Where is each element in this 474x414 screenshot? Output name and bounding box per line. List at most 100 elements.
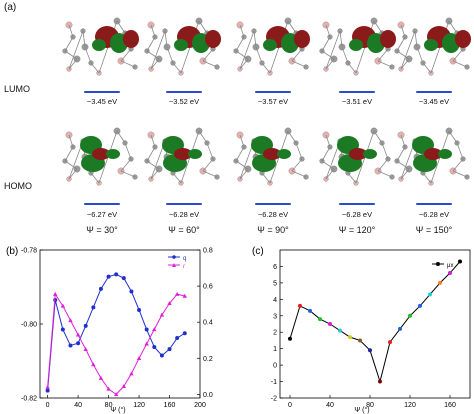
data-point-mux (298, 303, 302, 308)
lobe-negative (363, 149, 377, 159)
bond (202, 60, 218, 68)
homo-level-line (166, 203, 202, 205)
data-point-q (45, 388, 50, 393)
data-point-mux (368, 348, 372, 353)
chart-c-series (288, 259, 462, 384)
x-tick-label: 200 (194, 402, 206, 409)
psi-angle-label: Ψ = 60° (168, 225, 200, 235)
data-point-r (144, 341, 149, 346)
bond (120, 48, 132, 62)
chart-b-legend: q r (168, 255, 186, 270)
bond (64, 146, 74, 162)
bond (377, 158, 389, 172)
bond (287, 20, 297, 34)
data-point-q (91, 305, 96, 310)
homo-orbital-image (394, 127, 470, 186)
y-tick-label: 2 (273, 330, 277, 337)
lobe-negative (263, 39, 277, 51)
chart-b-xlabel: Ψ (°) (110, 406, 125, 414)
data-point-q (129, 289, 134, 294)
lumo-level-line (416, 91, 452, 93)
data-point-r (182, 293, 187, 298)
bond (90, 62, 100, 74)
panel-a-label: (a) (4, 2, 17, 13)
lobe-positive (263, 148, 281, 160)
bond (124, 142, 132, 160)
homo-level-line (339, 203, 375, 205)
chart-c-panel-label: (c) (252, 246, 264, 257)
chart-b: (b) -0.82 -0.80 -0.78 0.0 0.2 0.4 0.6 0.8 0 40 8… (6, 246, 213, 414)
bond (239, 30, 255, 70)
lumo-orbital-image (394, 17, 471, 76)
data-point-mux (328, 322, 332, 326)
lobe-negative (174, 39, 188, 51)
bond (198, 130, 208, 144)
bond (325, 24, 331, 38)
bond (291, 60, 307, 68)
lumo-level-line (166, 91, 202, 93)
bond (239, 134, 245, 148)
bond (341, 46, 349, 64)
orbital-lobes (174, 26, 221, 53)
bond (325, 30, 341, 70)
bond (452, 48, 464, 62)
y-tick-label-right: 0.6 (203, 284, 213, 291)
data-point-q (159, 353, 164, 358)
lumo-level-line (339, 91, 375, 93)
homo-level-line (416, 203, 452, 205)
bond (146, 50, 160, 60)
bond (64, 36, 74, 52)
homo-energy: −6.28 eV (168, 210, 200, 219)
lumo-energy: −3.57 eV (257, 97, 289, 106)
bond (325, 134, 331, 148)
chart-b-right-ticks: 0.0 0.2 0.4 0.6 0.8 (197, 248, 213, 399)
data-point-r (68, 318, 73, 323)
x-tick-label: 120 (133, 402, 145, 409)
homo-orbital-image (319, 127, 395, 186)
lumo-orbital-image (62, 17, 139, 76)
series-line-q (47, 273, 186, 391)
orbital-lobes (337, 136, 377, 172)
homo-orbital-image (144, 127, 220, 186)
chart-c-frame (279, 249, 471, 399)
data-point-mux (408, 313, 412, 318)
data-point-mux (288, 336, 292, 341)
homo-label: HOMO (4, 181, 32, 191)
bond (235, 50, 249, 60)
y-tick-label: -2 (271, 396, 277, 403)
bond (120, 60, 136, 68)
data-point-r (121, 383, 127, 388)
data-point-q (76, 341, 81, 346)
bond (164, 30, 168, 48)
bond (64, 160, 78, 170)
x-tick-label: 0 (288, 402, 292, 409)
homo-energy: −6.28 eV (341, 210, 373, 219)
data-point-r (106, 386, 111, 391)
bond (90, 172, 100, 184)
bond (377, 170, 393, 178)
lobe-negative (277, 149, 291, 159)
bond (235, 160, 249, 170)
x-tick-label: 160 (164, 402, 176, 409)
bond (150, 30, 166, 70)
bond (116, 130, 126, 144)
lumo-level-line (255, 91, 291, 93)
chart-b-series (45, 272, 187, 397)
x-tick-label: 80 (105, 402, 113, 409)
bond (68, 134, 74, 148)
bond (422, 62, 432, 74)
data-point-mux (358, 338, 362, 343)
y-tick-label-right: 0.0 (203, 392, 213, 399)
lobe-positive (349, 148, 367, 160)
orbital-lobes (412, 136, 452, 172)
bond (400, 168, 410, 180)
bond (373, 130, 383, 144)
data-point-r (152, 327, 157, 332)
bond (321, 160, 335, 170)
x-tick-label: 160 (444, 402, 456, 409)
bond (172, 62, 182, 74)
y-tick-label: -1 (271, 379, 277, 386)
data-point-r (83, 346, 88, 351)
bond (146, 160, 160, 170)
data-point-q (144, 327, 149, 332)
